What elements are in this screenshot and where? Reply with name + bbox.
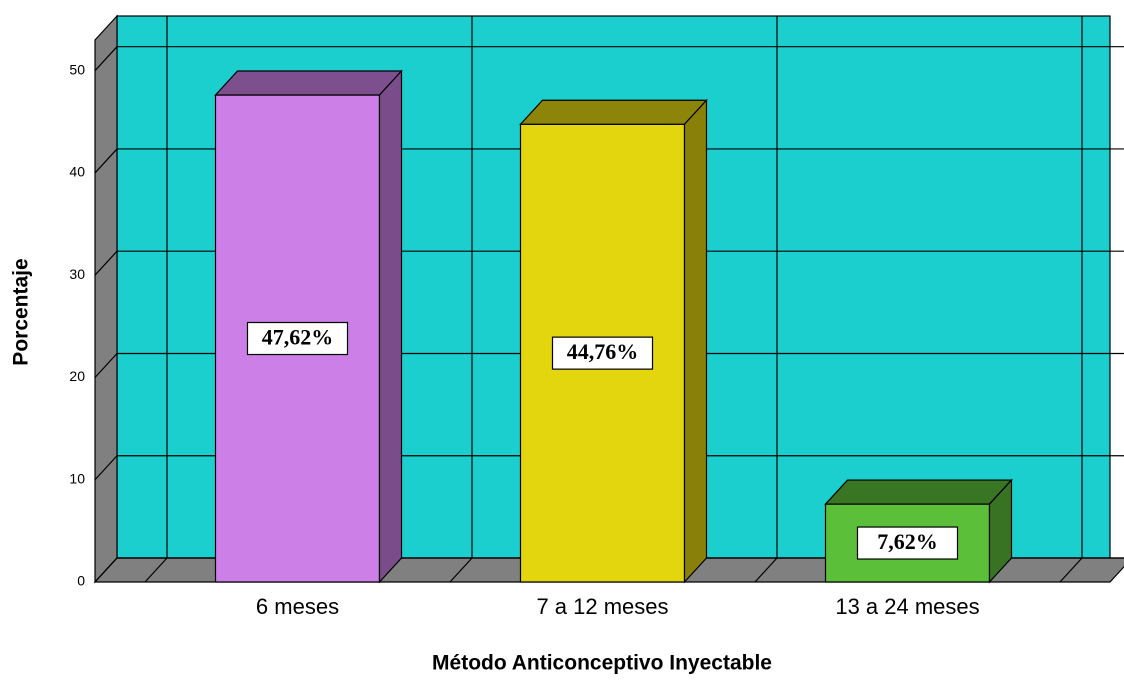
bar: 44,76% — [519, 98, 708, 584]
floor-divider — [754, 557, 778, 583]
x-tick-label: 6 meses — [256, 594, 339, 619]
x-tick-label: 13 a 24 meses — [835, 594, 979, 619]
value-label: 44,76% — [567, 339, 639, 364]
bar: 7,62% — [824, 478, 1013, 584]
bar: 47,62% — [214, 69, 403, 584]
value-label-box — [856, 526, 959, 560]
grid-line-side — [94, 455, 118, 481]
bar-top — [214, 70, 403, 96]
y-tick-label: 0 — [77, 573, 85, 589]
y-tick-label: 20 — [69, 368, 85, 384]
y-tick-label: 40 — [69, 164, 85, 180]
bar-top — [824, 479, 1013, 505]
grid-line-side — [94, 250, 118, 276]
side-wall — [94, 14, 118, 584]
y-axis-label: Porcentaje — [10, 258, 33, 365]
bar-side — [988, 478, 1013, 584]
bar-side — [378, 69, 403, 584]
y-tick-label: 10 — [69, 470, 85, 486]
grid-line-side — [94, 148, 118, 174]
y-tick-label: 30 — [69, 266, 85, 282]
value-label: 7,62% — [877, 529, 938, 554]
x-tick-label: 7 a 12 meses — [536, 594, 668, 619]
value-label-box — [551, 336, 654, 370]
y-tick-label: 50 — [69, 61, 85, 77]
floor-divider — [1059, 557, 1083, 583]
floor-divider — [144, 557, 168, 583]
x-axis-label: Método Anticonceptivo Inyectable — [432, 652, 772, 675]
grid-line-side — [94, 557, 118, 583]
value-label-box — [246, 321, 349, 356]
grid-line-side — [94, 46, 118, 72]
bar-top — [519, 99, 708, 125]
value-label: 47,62% — [262, 325, 334, 350]
floor-divider — [449, 557, 473, 583]
bar-side — [683, 98, 708, 584]
grid-line-side — [94, 353, 118, 378]
